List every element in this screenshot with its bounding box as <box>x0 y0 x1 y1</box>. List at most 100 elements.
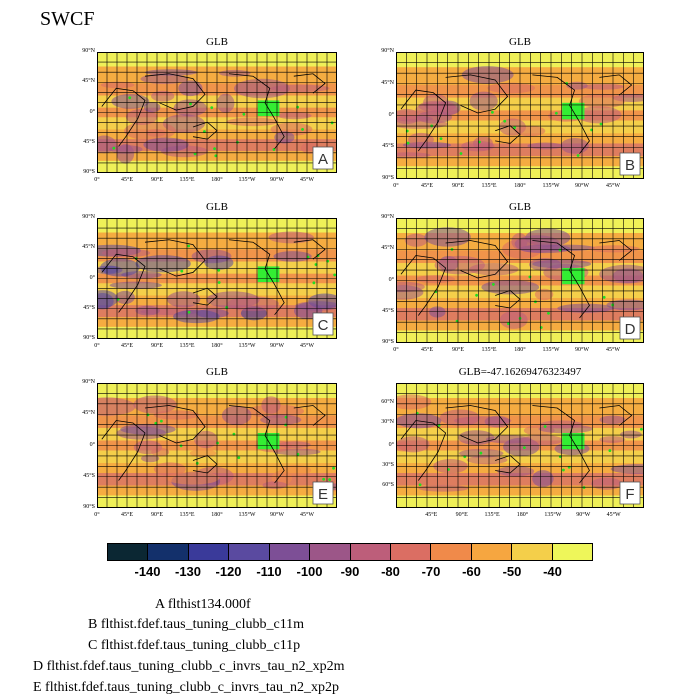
caption-c: C flthist.fdef.taus_tuning_clubb_c11p <box>88 638 301 653</box>
lon-label: 180° <box>211 177 223 183</box>
lon-label: 135°W <box>238 177 256 183</box>
lat-label: 90°S <box>83 335 95 341</box>
caption-e: E flthist.fdef.taus_tuning_clubb_c_invrs… <box>33 680 340 695</box>
lat-label: 0° <box>89 108 95 115</box>
lat-label: 0° <box>89 274 95 281</box>
colorbar-swatch <box>229 544 270 560</box>
panel-letter-f: F <box>625 486 634 503</box>
lat-label: 30°S <box>382 461 394 468</box>
map-panel-b: B <box>396 52 644 179</box>
panel-letter-c: C <box>318 317 329 334</box>
lon-label: 135°E <box>179 512 195 518</box>
colorbar-tick-label: -50 <box>502 564 522 579</box>
lat-label: 0° <box>388 111 394 118</box>
lon-label: 45°W <box>605 347 621 353</box>
lon-label: 90°W <box>574 183 590 189</box>
map-panel-c: C <box>97 218 337 339</box>
colorbar-swatch <box>390 544 432 560</box>
colorbar-swatch <box>512 544 553 560</box>
colorbar-tick-label: -90 <box>340 564 360 579</box>
lon-label: 0° <box>94 512 100 518</box>
lon-label: 45°E <box>120 343 134 349</box>
lat-label: 30°N <box>381 419 394 425</box>
map-panel-d: D <box>396 218 644 343</box>
panel-title-a: GLB <box>206 36 228 48</box>
lat-label: 45°S <box>382 307 394 314</box>
lon-label: 90°E <box>451 347 465 353</box>
colorbar-tick-label: -100 <box>296 564 323 579</box>
lon-label: 45°E <box>420 183 434 189</box>
lon-label: 135°E <box>481 347 497 353</box>
lon-label: 90°E <box>150 343 164 349</box>
lon-label: 135°E <box>179 343 195 349</box>
lat-label: 0° <box>388 441 394 448</box>
lat-label: 45°S <box>83 472 95 479</box>
colorbar-tick-label: -120 <box>215 564 242 579</box>
colorbar-swatch <box>269 544 311 560</box>
lat-label: 45°S <box>83 138 95 145</box>
lat-label: 45°S <box>83 304 95 311</box>
colorbar-swatch <box>108 544 149 560</box>
lon-label: 135°W <box>542 347 560 353</box>
colorbar-tick-label: -140 <box>134 564 161 579</box>
lon-label: 45°W <box>299 343 315 349</box>
caption-d: D flthist.fdef.taus_tuning_clubb_c_invrs… <box>33 659 345 674</box>
lon-label: 90°W <box>574 347 590 353</box>
colorbar-swatch <box>148 544 189 560</box>
lon-label: 0° <box>94 343 100 349</box>
lon-label: 90°W <box>269 177 285 183</box>
lon-label: 135°W <box>238 343 256 349</box>
figure-title: SWCF <box>40 8 95 30</box>
lon-label: 90°W <box>269 343 285 349</box>
lat-label: 60°S <box>382 481 394 488</box>
lon-label: 135°E <box>481 183 497 189</box>
colorbar-tick-label: -80 <box>381 564 400 579</box>
lat-label: 90°S <box>83 169 95 175</box>
lat-label: 45°N <box>82 244 95 251</box>
lat-label: 45°N <box>82 78 95 85</box>
panel-title-d: GLB <box>509 201 531 213</box>
lat-label: 0° <box>388 276 394 283</box>
panel-title-b: GLB <box>509 36 531 48</box>
lon-label: 180° <box>514 183 526 189</box>
panel-letter-b: B <box>625 157 635 174</box>
panel-title-f: GLB=-47.16269476323497 <box>458 366 582 378</box>
lat-label: 45°N <box>381 79 394 86</box>
lon-label: 90°W <box>269 512 285 518</box>
lat-label: 90°N <box>82 379 95 385</box>
lon-label: 90°E <box>451 183 465 189</box>
colorbar-swatch <box>552 544 593 560</box>
caption-a: A flthist134.000f <box>155 597 251 612</box>
lat-label: 45°S <box>382 143 394 150</box>
lon-label: 45°E <box>425 512 438 518</box>
lon-label: 90°W <box>576 512 591 518</box>
colorbar-tick-label: -110 <box>256 564 282 579</box>
colorbar-tick-label: -60 <box>462 564 481 579</box>
lat-label: 90°S <box>382 175 394 181</box>
colorbar-swatch <box>471 544 513 560</box>
lon-label: 45°W <box>299 177 315 183</box>
colorbar-tick-label: -70 <box>421 564 441 579</box>
lon-label: 180° <box>211 343 223 349</box>
lat-label: 45°N <box>381 245 394 252</box>
lon-label: 135°E <box>484 512 500 518</box>
lat-label: 0° <box>89 441 95 448</box>
colorbar-swatch <box>188 544 230 560</box>
colorbar-swatch <box>350 544 391 560</box>
lon-label: 45°E <box>120 177 134 183</box>
lon-label: 90°E <box>455 512 468 518</box>
lon-label: 45°E <box>120 512 134 518</box>
lon-label: 135°W <box>544 512 562 518</box>
lon-label: 45°E <box>420 347 434 353</box>
colorbar <box>107 543 593 561</box>
lon-label: 0° <box>393 183 399 189</box>
panel-letter-a: A <box>318 151 328 168</box>
lon-label: 45°W <box>605 183 621 189</box>
colorbar-swatch <box>310 544 351 560</box>
lon-label: 135°E <box>179 177 195 183</box>
lat-label: 60°N <box>381 399 394 405</box>
lon-label: 180° <box>211 512 223 518</box>
map-panel-f: F <box>396 383 644 508</box>
lon-label: 135°W <box>238 512 256 518</box>
lon-label: 90°E <box>150 512 164 518</box>
